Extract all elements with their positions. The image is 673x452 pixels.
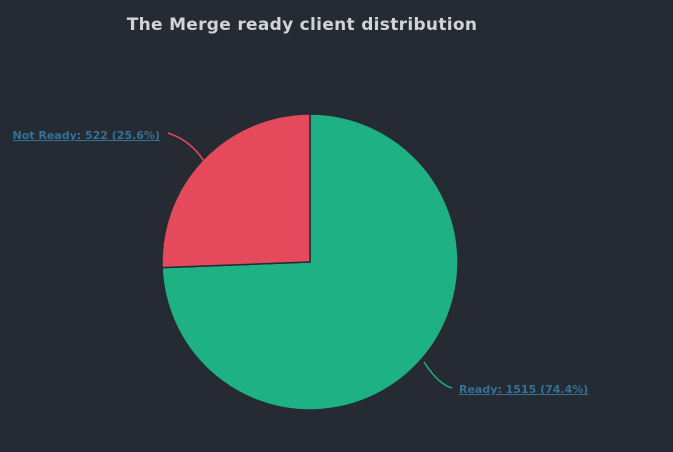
pie-slice-not-ready[interactable] — [161, 113, 311, 269]
chart-title: The Merge ready client distribution — [126, 15, 478, 35]
leader-line-not-ready — [167, 132, 205, 162]
pie-slices — [161, 113, 459, 411]
leader-line-ready — [423, 361, 453, 389]
slice-label-not-ready[interactable]: Not Ready: 522 (25.6%) — [12, 129, 161, 142]
slice-label-ready[interactable]: Ready: 1515 (74.4%) — [459, 383, 589, 396]
